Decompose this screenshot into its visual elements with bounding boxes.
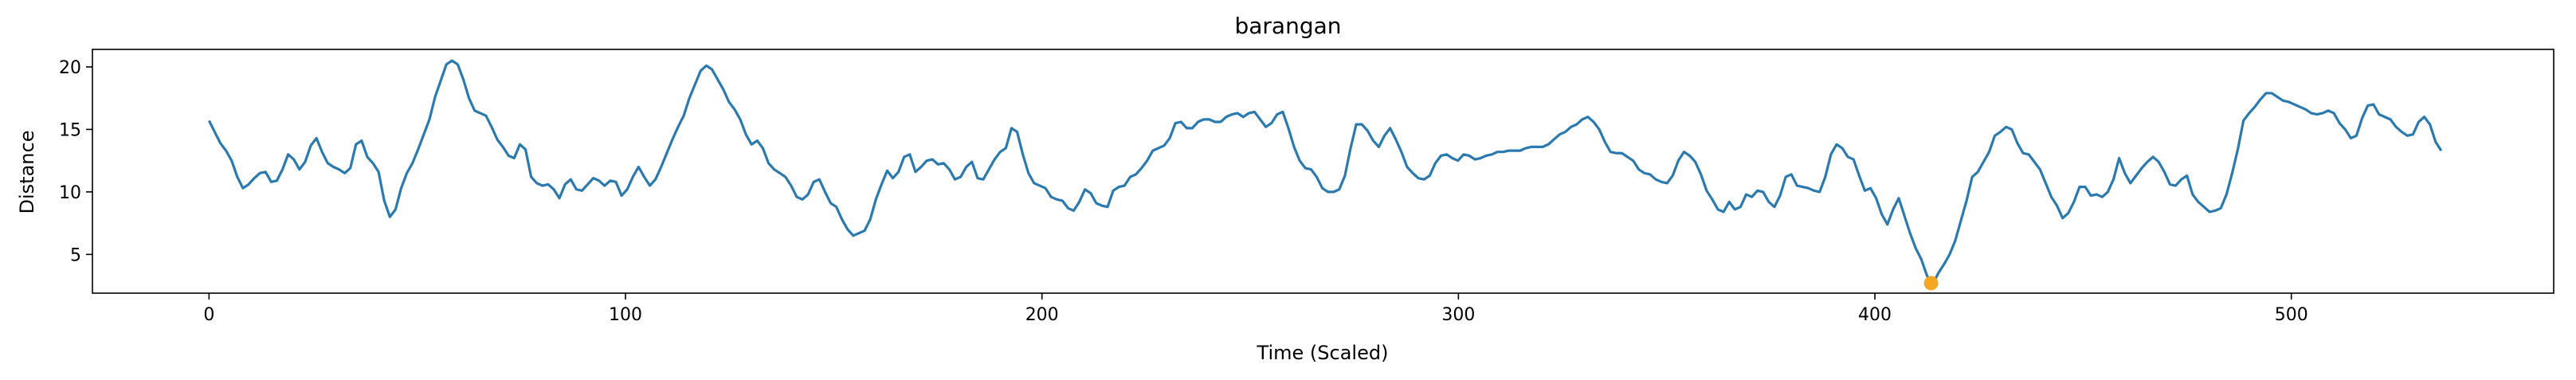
x-tick-label: 100 [609, 305, 642, 325]
y-tick-label: 5 [70, 245, 81, 265]
x-axis-ticks: 0 100 200 300 400 500 [203, 293, 2308, 325]
x-axis-label: Time (Scaled) [1257, 342, 1389, 364]
y-tick-label: 20 [59, 58, 81, 78]
x-tick-label: 200 [1025, 305, 1059, 325]
series-line [207, 59, 2443, 286]
y-tick-label: 10 [59, 183, 81, 203]
x-tick-label: 0 [203, 305, 214, 325]
plot-area [207, 59, 2443, 291]
x-tick-label: 300 [1441, 305, 1475, 325]
y-axis-label: Distance [16, 131, 38, 214]
chart-title: barangan [1234, 13, 1341, 39]
highlight-point-marker [1923, 276, 1939, 291]
y-tick-label: 15 [59, 120, 81, 140]
axes-frame [92, 49, 2554, 294]
y-axis-ticks: 5 10 15 20 [59, 58, 92, 265]
x-tick-label: 400 [1858, 305, 1892, 325]
x-tick-label: 500 [2275, 305, 2308, 325]
